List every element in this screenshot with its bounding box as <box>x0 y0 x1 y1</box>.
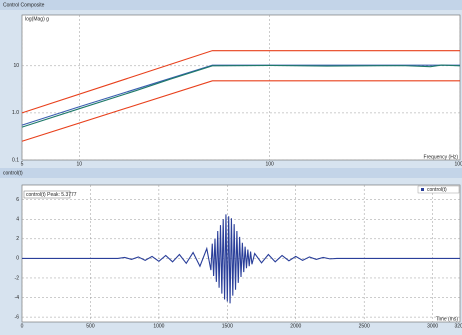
y-tick-label: -4 <box>15 295 20 301</box>
panel-title: control(t) <box>3 170 23 176</box>
panel-titlebar <box>0 0 462 10</box>
legend-swatch <box>421 188 424 191</box>
x-tick-label: 1500 <box>222 323 233 329</box>
annotation-box <box>23 190 71 199</box>
y-tick-label: 0 <box>16 256 19 262</box>
y-tick-label: -6 <box>15 314 20 320</box>
legend-label: control(t) <box>427 187 447 193</box>
y-tick-label: 6 <box>16 197 19 203</box>
data-line <box>22 214 460 304</box>
x-tick-label: 3200 <box>454 323 462 329</box>
plot-area <box>21 14 461 161</box>
x-tick-label: 3000 <box>427 323 438 329</box>
x-tick-label: 2500 <box>359 323 370 329</box>
x-tick-label: 0 <box>21 323 24 329</box>
x-axis-label: Frequency (Hz) <box>424 154 459 160</box>
x-tick-label: 100 <box>265 161 274 167</box>
data-line <box>21 80 460 142</box>
panel-titlebar <box>0 168 462 178</box>
x-axis-label: Time (ms) <box>436 316 459 322</box>
data-line <box>21 64 460 126</box>
x-tick-label: 2000 <box>290 323 301 329</box>
x-tick-label: 10 <box>77 161 83 167</box>
x-tick-label: 1000 <box>153 323 164 329</box>
data-line <box>21 64 461 128</box>
legend-box <box>417 185 460 194</box>
panel-title: Control Composite <box>3 2 45 8</box>
y-tick-label: 1.0 <box>12 110 19 116</box>
y-tick-label: 10 <box>13 63 19 69</box>
y-tick-label: -2 <box>15 275 20 281</box>
x-tick-label: 5 <box>21 161 24 167</box>
x-tick-label: 500 <box>86 323 95 329</box>
y-tick-label: 0.1 <box>12 157 19 163</box>
y-axis-label: log(Mag) g <box>25 16 49 22</box>
annotation: control(t) Peak: 5.3777 <box>26 192 77 198</box>
x-tick-label: 1000 <box>454 161 462 167</box>
y-tick-label: 2 <box>16 236 19 242</box>
data-line <box>21 50 460 114</box>
plot-area <box>21 184 461 323</box>
y-tick-label: 4 <box>16 217 19 223</box>
